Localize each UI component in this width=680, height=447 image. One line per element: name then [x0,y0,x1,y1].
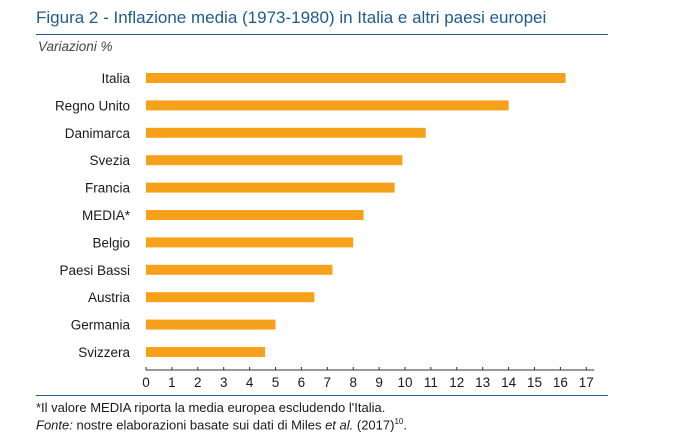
x-tick-label: 10 [397,375,412,390]
category-label: MEDIA* [82,208,131,223]
x-tick-label: 6 [298,375,306,390]
category-labels-group: Italia Regno Unito Danimarca Svezia Francia M… [55,71,131,360]
source-text-1: nostre elaborazioni basate sui dati di M… [72,417,326,433]
chart-title: Figura 2 - Inflazione media (1973-1980) … [36,8,547,27]
x-tick-label: 11 [424,375,438,390]
category-label: Belgio [92,235,130,250]
category-label: Francia [85,181,131,196]
source-text-2: (2017) [353,417,395,433]
title-divider [36,34,608,35]
x-tick-label: 17 [579,375,594,390]
bars-group [146,73,566,357]
footnote: *Il valore MEDIA riporta la media europe… [36,400,386,415]
source-italic: et al. [325,417,354,433]
bar-svezia [146,155,403,166]
x-tick-label: 1 [168,375,176,390]
x-tick-label: 2 [194,375,202,390]
bar-francia [146,182,395,193]
category-label: Svezia [89,153,130,168]
x-tick-label: 3 [220,375,228,390]
x-tick-label: 12 [449,375,464,390]
x-tick-label: 16 [553,375,568,390]
bar-regno-unito [146,100,509,111]
bar-germania [146,319,276,330]
bar-paesi-bassi [146,264,333,275]
x-tick-label: 9 [375,375,383,390]
bar-belgio [146,237,354,248]
units-label: Variazioni % [38,39,113,54]
x-tick-label: 4 [246,375,254,390]
bar-media [146,210,364,220]
category-label: Paesi Bassi [59,263,130,278]
source-ref: 10 [394,417,404,426]
x-tick-label: 15 [527,375,542,390]
source-label: Fonte: [36,417,73,433]
x-tick-label: 0 [142,375,150,390]
source-end: . [403,417,407,433]
x-tick-label: 14 [501,375,517,390]
x-tick-label: 7 [324,375,332,390]
x-ticks-group: 0 1 2 3 4 5 6 7 8 9 10 11 12 13 14 15 16 17 [142,367,594,390]
source-note: Fonte: nostre elaborazioni basate sui da… [36,417,407,432]
category-label: Italia [101,71,130,86]
category-label: Germania [71,318,131,333]
category-label: Austria [88,290,131,305]
bar-italia [146,73,566,83]
bar-austria [146,292,315,303]
category-label: Danimarca [65,126,131,141]
x-tick-label: 5 [272,375,280,390]
category-label: Regno Unito [55,98,130,113]
category-label: Svizzera [78,345,130,360]
bar-svizzera [146,347,266,357]
footer-divider [36,395,608,396]
x-tick-label: 8 [349,375,357,390]
bar-danimarca [146,127,426,138]
x-tick-label: 13 [475,375,490,390]
